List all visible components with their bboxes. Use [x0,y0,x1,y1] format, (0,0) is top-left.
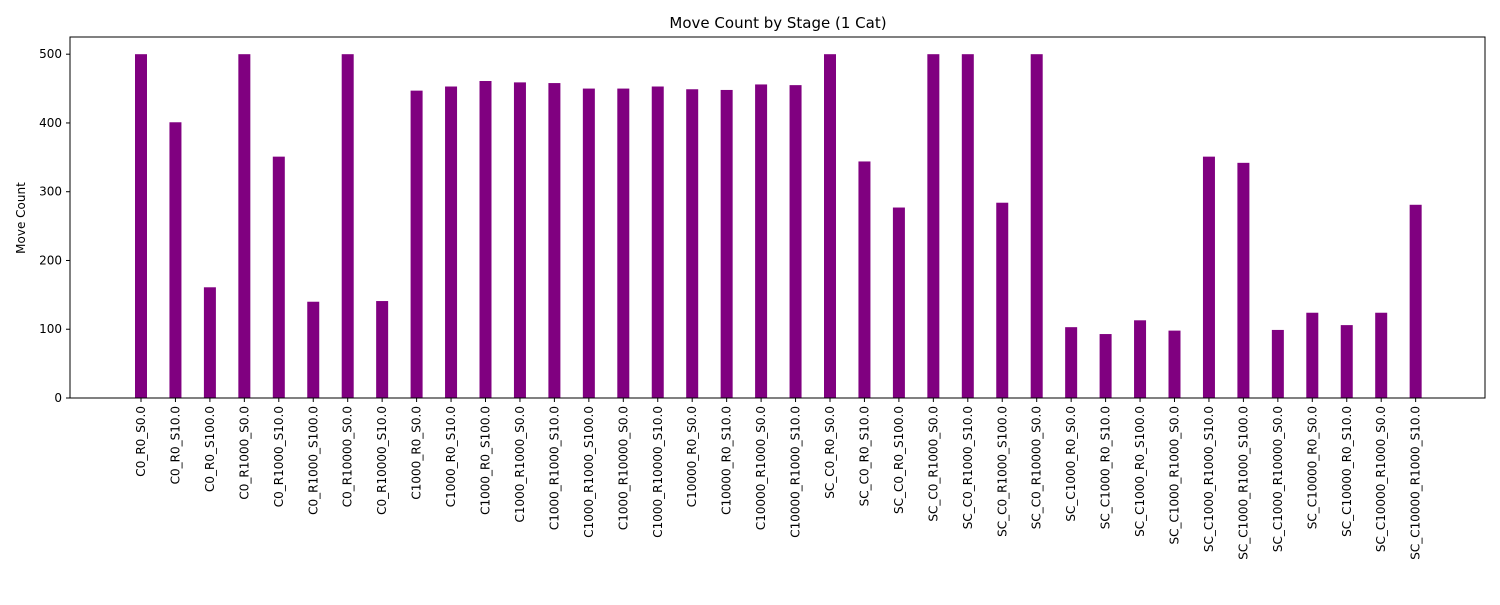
x-tick-label: C0_R10000_S10.0 [375,406,389,515]
x-tick-label: SC_C1000_R0_S100.0 [1133,406,1147,537]
bar [1375,312,1388,398]
y-tick-label: 0 [54,391,62,405]
bar [961,54,974,398]
y-tick-label: 300 [39,185,62,199]
bar [238,54,251,398]
bar [548,83,561,399]
x-tick-label: C1000_R1000_S0.0 [513,406,527,523]
x-tick-label: C0_R1000_S10.0 [272,406,286,507]
bar [582,88,595,399]
x-tick-label: C1000_R1000_S100.0 [582,406,596,538]
x-tick-label: SC_C1000_R1000_S10.0 [1202,406,1216,552]
x-tick-label: C0_R1000_S0.0 [237,406,251,500]
bar [1340,325,1353,398]
bar [996,202,1009,398]
bar [1065,327,1078,398]
y-tick-label: 200 [39,253,62,267]
x-tick-label: SC_C0_R1000_S0.0 [926,406,940,522]
x-tick-label: SC_C0_R0_S10.0 [857,406,871,506]
x-tick-label: SC_C10000_R0_S10.0 [1340,406,1354,537]
x-tick-label: C0_R0_S100.0 [203,406,217,492]
bar [789,85,802,398]
bar [1202,156,1215,398]
tick-layer: 0 100 200 300 400 500 C0_R0_S0.0 C0_R0_S10.0 C0_… [39,47,1423,560]
bar [755,84,768,399]
x-tick-label: C0_R1000_S100.0 [306,406,320,515]
y-axis-label: Move Count [14,182,28,254]
x-tick-label: C0_R0_S10.0 [168,406,182,484]
x-tick-label: SC_C0_R1000_S10.0 [961,406,975,529]
x-tick-label: C10000_R0_S10.0 [720,406,734,515]
bar [479,81,492,398]
bar [410,90,423,399]
x-tick-label: SC_C1000_R0_S10.0 [1099,406,1113,529]
bar [341,54,354,398]
bar [1030,54,1043,398]
bar [617,88,630,399]
bar [1409,204,1422,398]
bar [1306,312,1319,398]
bar [376,301,389,398]
x-tick-label: SC_C0_R0_S100.0 [892,406,906,514]
bar [686,89,699,399]
bar [1237,162,1250,398]
bar [651,86,664,398]
x-tick-label: C10000_R0_S0.0 [685,406,699,507]
bar [1168,330,1181,398]
bar [513,82,526,398]
x-tick-label: C10000_R1000_S0.0 [754,406,768,530]
bar [858,161,871,398]
x-tick-label: C0_R10000_S0.0 [341,406,355,507]
x-tick-label: C1000_R0_S100.0 [479,406,493,515]
bars-layer [135,54,1422,399]
x-tick-label: SC_C1000_R10000_S0.0 [1271,406,1285,552]
x-tick-label: SC_C1000_R1000_S100.0 [1236,406,1250,560]
chart-title: Move Count by Stage (1 Cat) [669,14,886,32]
bar [927,54,940,398]
bar [445,86,458,398]
y-tick-label: 100 [39,322,62,336]
bar [1099,334,1112,398]
bar [720,89,733,399]
x-tick-label: C1000_R10000_S10.0 [651,406,665,538]
plot-frame [69,36,1486,399]
x-tick-label: SC_C10000_R0_S0.0 [1305,406,1319,529]
x-tick-label: C1000_R0_S0.0 [410,406,424,500]
x-tick-label: C1000_R10000_S0.0 [616,406,630,530]
bar [272,156,285,398]
bar [307,301,320,398]
x-tick-label: SC_C10000_R1000_S10.0 [1409,406,1423,560]
y-tick-label: 500 [39,47,62,61]
bar [135,54,147,398]
x-tick-label: SC_C1000_R1000_S0.0 [1168,406,1182,545]
bar [824,54,836,398]
bar [169,122,182,398]
y-tick-label: 400 [39,116,62,130]
x-tick-label: C1000_R1000_S10.0 [547,406,561,530]
x-tick-label: C10000_R1000_S10.0 [789,406,803,538]
x-tick-label: SC_C1000_R0_S0.0 [1064,406,1078,522]
x-tick-label: C1000_R0_S10.0 [444,406,458,507]
x-tick-label: C0_R0_S0.0 [134,406,148,477]
bar [1134,320,1147,398]
x-tick-label: SC_C0_R1000_S100.0 [995,406,1009,537]
x-tick-label: SC_C10000_R1000_S0.0 [1374,406,1388,552]
bar [892,207,905,398]
bar [1271,329,1284,398]
x-tick-label: SC_C0_R10000_S0.0 [1030,406,1044,529]
x-tick-label: SC_C0_R0_S0.0 [823,406,837,499]
bar [203,287,216,398]
